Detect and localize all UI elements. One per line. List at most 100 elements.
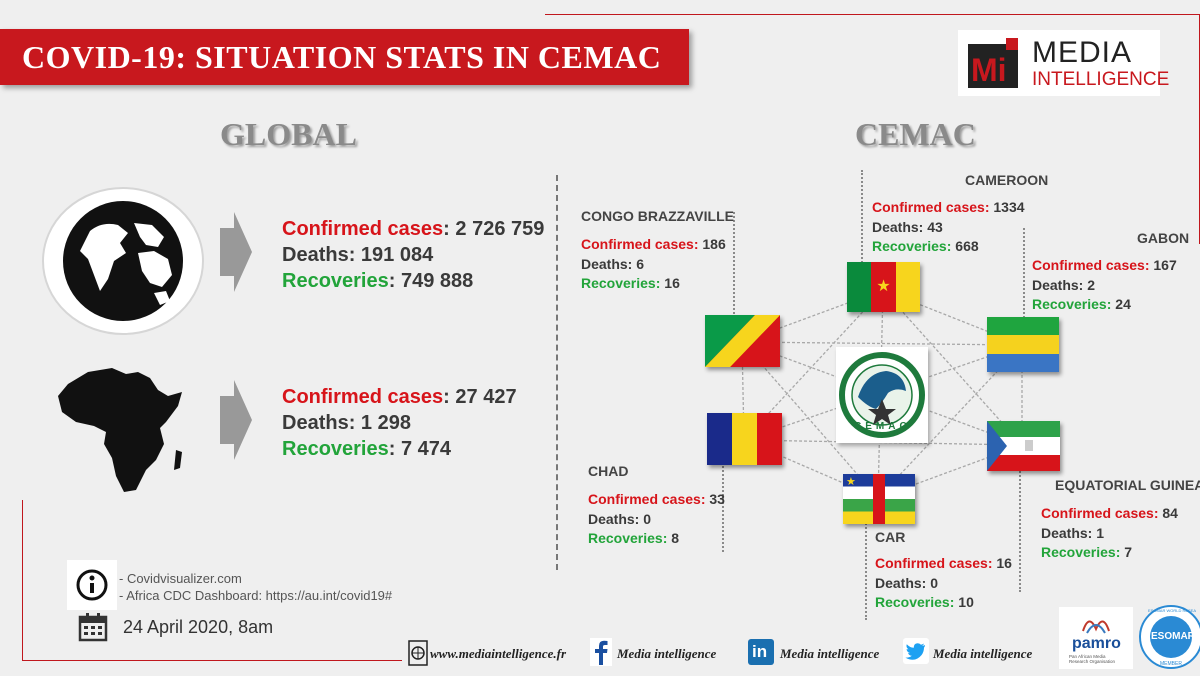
recoveries-label: Recoveries: bbox=[875, 594, 955, 610]
deaths-label: Deaths: bbox=[282, 244, 356, 266]
leader-congo bbox=[733, 212, 735, 330]
confirmed-label: Confirmed cases bbox=[282, 218, 444, 240]
world-confirmed: Confirmed cases: 2 726 759 bbox=[282, 216, 544, 242]
recoveries-label: Recoveries: bbox=[1041, 544, 1121, 560]
confirmed-value: 186 bbox=[698, 236, 726, 252]
africa-recoveries: Recoveries: 7 474 bbox=[282, 436, 517, 462]
flag-cameroon: ★ bbox=[847, 262, 920, 312]
confirmed-value: : 2 726 759 bbox=[443, 218, 545, 240]
flag-chad bbox=[707, 413, 782, 465]
deaths-label: Deaths: bbox=[588, 510, 640, 527]
logo-line1: MEDIA bbox=[1032, 36, 1133, 69]
globe-icon bbox=[42, 187, 204, 335]
arrow-icon bbox=[218, 210, 254, 299]
linkedin-icon[interactable]: in bbox=[748, 639, 774, 665]
section-divider bbox=[556, 175, 558, 570]
confirmed-label: Confirmed cases: bbox=[872, 199, 990, 215]
confirmed-label: Confirmed cases: bbox=[588, 491, 706, 507]
recoveries-value: : 749 888 bbox=[388, 270, 474, 292]
deaths-value: 191 084 bbox=[355, 244, 434, 266]
confirmed-label: Confirmed cases: bbox=[875, 555, 993, 571]
flag-congo bbox=[705, 315, 780, 367]
esomar-member-text: MEMBER bbox=[1160, 661, 1182, 667]
web-icon bbox=[408, 640, 428, 671]
deaths-value: 1 bbox=[1092, 524, 1105, 541]
confirmed-label: Confirmed cases: bbox=[1041, 505, 1159, 521]
esomar-text: ESOMAR bbox=[1151, 631, 1195, 642]
emblem-text: CEMAC bbox=[854, 421, 911, 432]
recoveries-value: 24 bbox=[1111, 296, 1131, 312]
africa-confirmed: Confirmed cases: 27 427 bbox=[282, 384, 517, 410]
deaths-value: 0 bbox=[926, 574, 939, 591]
leader-cameroon bbox=[861, 170, 863, 270]
confirmed-label: Confirmed cases: bbox=[1032, 257, 1150, 273]
deaths-value: 43 bbox=[923, 218, 943, 235]
source-line-2: - Africa CDC Dashboard: https://au.int/c… bbox=[119, 588, 393, 603]
world-recoveries: Recoveries: 749 888 bbox=[282, 268, 544, 294]
world-deaths: Deaths: 191 084 bbox=[282, 242, 544, 268]
info-icon bbox=[67, 560, 117, 610]
confirmed-value: 1334 bbox=[989, 199, 1025, 215]
facebook-icon[interactable] bbox=[590, 638, 612, 666]
confirmed-value: : 27 427 bbox=[443, 386, 517, 408]
recoveries-value: 7 bbox=[1120, 544, 1133, 560]
frame-bottom-line bbox=[22, 660, 402, 661]
country-name: CHAD bbox=[588, 463, 629, 479]
country-cameroon: CAMEROON Confirmed cases: 1334 Deaths: 4… bbox=[872, 172, 1048, 257]
deaths-label: Deaths: bbox=[1041, 524, 1093, 541]
deaths-label: Deaths: bbox=[872, 218, 924, 235]
recoveries-value: 668 bbox=[951, 238, 979, 254]
deaths-value: 0 bbox=[639, 510, 652, 527]
linkedin-link[interactable]: Media intelligence bbox=[780, 646, 880, 661]
world-stats: Confirmed cases: 2 726 759 Deaths: 191 0… bbox=[282, 216, 544, 294]
twitter-icon[interactable] bbox=[903, 638, 929, 669]
africa-stats: Confirmed cases: 27 427 Deaths: 1 298 Re… bbox=[282, 384, 517, 462]
logo-line2: INTELLIGENCE bbox=[1032, 69, 1170, 90]
deaths-label: Deaths: bbox=[282, 412, 356, 434]
deaths-value: 2 bbox=[1083, 276, 1096, 293]
source-line-1: - Covidvisualizer.com bbox=[119, 571, 242, 586]
cemac-heading: CEMAC bbox=[855, 116, 976, 152]
recoveries-value: 10 bbox=[954, 594, 974, 610]
recoveries-label: Recoveries bbox=[282, 270, 389, 292]
confirmed-value: 84 bbox=[1158, 505, 1178, 521]
africa-deaths: Deaths: 1 298 bbox=[282, 410, 517, 436]
twitter-link[interactable]: Media intelligence bbox=[933, 646, 1033, 661]
page-title: COVID-19: SITUATION STATS IN CEMAC bbox=[22, 39, 662, 75]
confirmed-label: Confirmed cases bbox=[282, 386, 444, 408]
country-congo: CONGO BRAZZAVILLE Confirmed cases: 186 D… bbox=[581, 208, 734, 294]
pamro-text: pamro bbox=[1072, 635, 1121, 652]
country-name: CONGO BRAZZAVILLE bbox=[581, 208, 734, 224]
recoveries-label: Recoveries: bbox=[588, 530, 668, 546]
country-eq-guinea: EQUATORIAL GUINEA Confirmed cases: 84 De… bbox=[1041, 477, 1200, 563]
sources: - Covidvisualizer.com - Africa CDC Dashb… bbox=[119, 570, 392, 604]
flag-gabon bbox=[987, 317, 1059, 372]
title-bar: COVID-19: SITUATION STATS IN CEMAC bbox=[0, 29, 689, 85]
pamro-logo: pamro Pan African Media Research Organis… bbox=[1059, 607, 1133, 669]
flag-car: ★ bbox=[843, 474, 915, 524]
deaths-label: Deaths: bbox=[581, 255, 633, 272]
leader-car bbox=[865, 512, 867, 620]
country-car: CAR Confirmed cases: 16 Deaths: 0 Recove… bbox=[875, 529, 1012, 613]
recoveries-value: 8 bbox=[667, 530, 680, 546]
report-date: 24 April 2020, 8am bbox=[123, 617, 274, 637]
africa-map-icon bbox=[54, 366, 194, 494]
leader-gabon bbox=[1023, 228, 1025, 338]
deaths-label: Deaths: bbox=[875, 574, 927, 591]
deaths-value: 6 bbox=[632, 255, 645, 272]
recoveries-label: Recoveries: bbox=[581, 275, 661, 291]
confirmed-label: Confirmed cases: bbox=[581, 236, 699, 252]
leader-chad bbox=[722, 447, 724, 552]
frame-top-line bbox=[545, 14, 1200, 15]
country-name: CAMEROON bbox=[965, 172, 1049, 188]
facebook-link[interactable]: Media intelligence bbox=[617, 646, 717, 661]
arrow-icon bbox=[218, 378, 254, 467]
flag-equatorial-guinea bbox=[987, 421, 1060, 471]
svg-text:★: ★ bbox=[846, 476, 856, 488]
leader-eq-guinea bbox=[1019, 452, 1021, 592]
confirmed-value: 33 bbox=[705, 491, 725, 507]
country-name: CAR bbox=[875, 529, 906, 545]
cemac-emblem: CEMAC bbox=[836, 347, 928, 443]
calendar-icon bbox=[78, 612, 108, 647]
website-link[interactable]: www.mediaintelligence.fr bbox=[430, 646, 567, 661]
